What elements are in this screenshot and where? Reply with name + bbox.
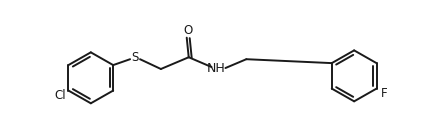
Text: S: S: [131, 51, 139, 64]
Text: Cl: Cl: [54, 89, 66, 102]
Text: O: O: [183, 24, 192, 37]
Text: NH: NH: [207, 63, 226, 75]
Text: F: F: [381, 87, 388, 99]
